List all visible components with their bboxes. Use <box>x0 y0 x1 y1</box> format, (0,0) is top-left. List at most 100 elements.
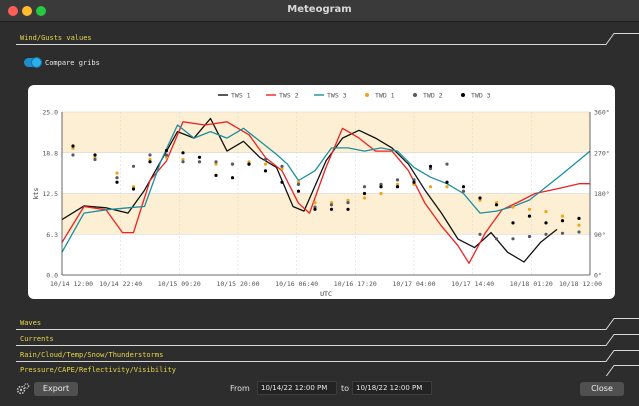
legend-item: TWS 3 <box>327 92 347 100</box>
point-twd-3 <box>478 196 482 200</box>
point-twd-3 <box>395 185 400 189</box>
point-twd-1 <box>71 146 75 150</box>
point-twd-3 <box>247 162 251 166</box>
point-twd-3 <box>412 180 416 184</box>
point-twd-3 <box>131 187 136 191</box>
section-rain-label: Rain/Cloud/Temp/Snow/Thunderstorms <box>20 351 164 359</box>
point-twd-2 <box>527 234 532 239</box>
window-zoom-button[interactable] <box>36 6 46 16</box>
point-twd-3 <box>527 214 532 218</box>
title-bar: Meteogram <box>0 0 639 22</box>
point-twd-2 <box>280 164 284 168</box>
y-tick-label: 0.0 <box>46 272 58 280</box>
section-divider <box>16 33 639 45</box>
point-twd-2 <box>263 157 268 162</box>
point-twd-3 <box>544 221 548 225</box>
x-tick-label: 10/16 06:40 <box>275 280 318 288</box>
to-date-input[interactable]: 10/18/22 12:00 PM <box>352 381 432 395</box>
point-twd-3 <box>263 169 268 173</box>
point-twd-3 <box>148 160 152 164</box>
close-button[interactable]: Close <box>580 382 624 396</box>
point-twd-2 <box>494 237 499 241</box>
section-currents[interactable]: Currents <box>16 334 639 346</box>
section-waves[interactable]: Waves <box>16 318 639 330</box>
point-twd-3 <box>329 207 334 211</box>
y-tick-label: 12.5 <box>42 190 58 198</box>
section-divider <box>16 318 639 330</box>
wind-chart: TWS 1 TWS 2 TWS 3 TWD 1 TWD 2 TWD 3 0.0 6.3 12.… <box>32 92 610 299</box>
window-title: Meteogram <box>287 4 352 15</box>
point-twd-3 <box>445 180 449 184</box>
x-tick-label: 10/16 17:20 <box>334 280 377 288</box>
point-twd-1 <box>263 162 268 166</box>
point-twd-2 <box>461 189 466 193</box>
point-twd-3 <box>428 164 433 168</box>
point-twd-1 <box>362 196 367 200</box>
point-twd-1 <box>428 185 433 189</box>
window-close-button[interactable] <box>8 6 18 16</box>
point-twd-3 <box>560 219 565 223</box>
point-twd-1 <box>93 155 97 159</box>
x-tick-label: 10/15 20:00 <box>216 280 259 288</box>
x-tick-label: 10/14 12:00 <box>50 280 93 288</box>
point-twd-3 <box>71 144 75 148</box>
to-label: to <box>341 384 350 393</box>
settings-gear-icon[interactable] <box>16 382 30 396</box>
point-twd-1 <box>313 201 317 205</box>
compare-gribs-label: Compare gribs <box>45 59 100 67</box>
window-minimize-button[interactable] <box>22 6 32 16</box>
point-twd-2 <box>362 185 367 189</box>
point-twd-2 <box>115 176 119 180</box>
point-twd-1 <box>131 185 136 189</box>
point-twd-2 <box>511 237 515 241</box>
point-twd-1 <box>346 198 350 202</box>
point-twd-1 <box>494 201 499 205</box>
point-twd-2 <box>379 182 383 186</box>
point-twd-3 <box>181 151 185 155</box>
point-twd-2 <box>197 160 202 164</box>
point-twd-1 <box>412 182 416 186</box>
legend-swatch <box>461 93 465 97</box>
section-pressure-label: Pressure/CAPE/Reflectivity/Visibility <box>20 366 176 374</box>
toggle-knob <box>31 57 42 68</box>
point-twd-2 <box>577 230 581 234</box>
y-right-tick-label: 180° <box>594 190 610 198</box>
point-twd-1 <box>379 191 383 196</box>
point-twd-1 <box>164 155 169 159</box>
point-twd-1 <box>395 182 400 186</box>
x-tick-label: 10/18 12:00 <box>559 280 602 288</box>
point-twd-1 <box>560 214 565 218</box>
point-twd-2 <box>445 162 449 166</box>
point-twd-2 <box>214 160 218 164</box>
point-twd-1 <box>527 207 532 211</box>
legend-item: TWS 1 <box>231 92 251 100</box>
from-date-input[interactable]: 10/14/22 12:00 PM <box>257 381 337 395</box>
point-twd-1 <box>148 157 152 162</box>
legend-item: TWD 3 <box>471 92 491 100</box>
section-rain[interactable]: Rain/Cloud/Temp/Snow/Thunderstorms <box>16 350 639 362</box>
point-twd-1 <box>478 198 482 202</box>
y-tick-label: 6.3 <box>46 231 58 239</box>
series-line-tws-3 <box>61 124 591 253</box>
point-twd-1 <box>544 210 548 214</box>
point-twd-3 <box>494 203 499 207</box>
chart-band <box>62 193 590 235</box>
point-twd-2 <box>148 153 152 157</box>
chart-band <box>62 112 590 153</box>
y-right-tick-label: 0° <box>594 272 602 280</box>
point-twd-3 <box>214 173 218 177</box>
section-wind[interactable]: Wind/Gusts values <box>16 33 639 45</box>
legend-swatch <box>413 93 417 97</box>
y-right-tick-label: 90° <box>594 231 606 239</box>
export-button[interactable]: Export <box>34 382 78 396</box>
point-twd-2 <box>181 160 185 164</box>
compare-gribs-toggle[interactable] <box>24 57 42 68</box>
y-right-tick-label: 360° <box>594 109 610 117</box>
point-twd-2 <box>395 178 400 182</box>
point-twd-3 <box>346 207 350 211</box>
point-twd-2 <box>346 201 350 205</box>
section-divider <box>16 350 639 362</box>
point-twd-2 <box>544 232 548 236</box>
point-twd-3 <box>296 189 301 193</box>
point-twd-3 <box>197 155 202 159</box>
